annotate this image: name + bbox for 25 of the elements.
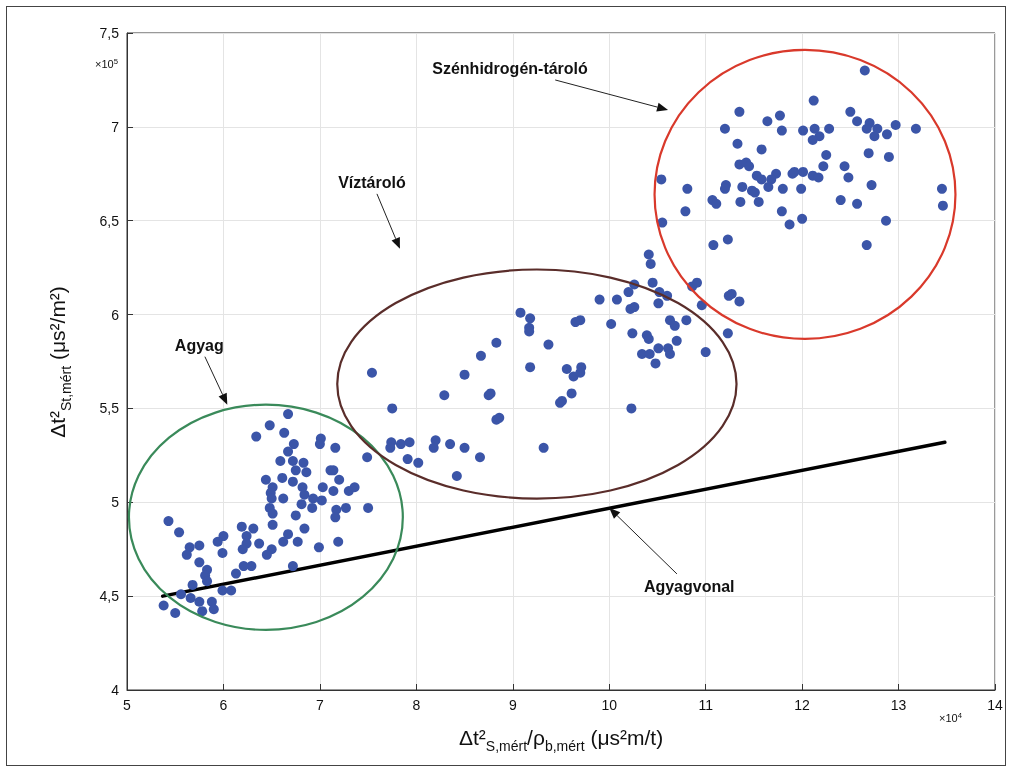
- y-tick-label: 7: [111, 118, 120, 135]
- y-tick-label: 4: [111, 682, 120, 698]
- x-tick-label: 13: [890, 697, 907, 713]
- annotation: Víztároló: [338, 173, 406, 191]
- x-tick-label: 9: [508, 697, 517, 713]
- x-tick-label: 5: [123, 697, 132, 713]
- annotation: Szénhidrogén-tároló: [432, 59, 589, 77]
- x-tick-label: 8: [412, 697, 421, 713]
- annotation: Agyagvonal: [643, 577, 735, 595]
- y-tick-label: 6: [111, 306, 120, 323]
- y-tick-label: 7,5: [99, 25, 120, 41]
- y-tick-label: 5,5: [99, 400, 120, 417]
- text: ×10$^{5}$: [95, 56, 118, 70]
- y-tick-label: 4,5: [99, 588, 120, 605]
- x-tick-label: 6: [219, 697, 228, 713]
- x-axis-title: Δt²$_{S,mért}$/ρ$_{b,mért}$ (μs²m/t): [459, 726, 664, 754]
- annotation: Agyag: [174, 336, 224, 354]
- text: ×10$^{4}$: [939, 710, 963, 724]
- x-tick-label: 11: [698, 697, 714, 713]
- x-tick-label: 7: [315, 697, 324, 713]
- x-tick-label: 12: [794, 697, 811, 713]
- x-tick-label: 10: [601, 697, 618, 713]
- y-tick-label: 5: [111, 494, 120, 511]
- y-tick-label: 6,5: [99, 212, 120, 229]
- x-tick-label: 14: [987, 697, 1003, 713]
